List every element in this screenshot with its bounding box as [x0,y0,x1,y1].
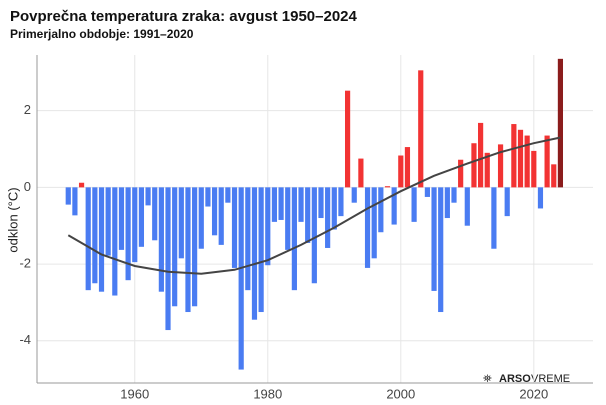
bar [537,187,544,209]
x-tick-label: 2020 [519,386,548,401]
bar [72,187,78,216]
bar [511,124,517,188]
y-axis-label: odklon (°C) [5,187,20,252]
chart-title: Povprečna temperatura zraka: avgust 1950… [10,8,358,25]
bar [211,187,218,236]
bar [351,187,357,203]
x-tick-label: 1960 [120,386,149,401]
bar [98,187,105,292]
bar [398,155,404,188]
bar [125,187,131,281]
bar [65,187,71,205]
y-tick-label: -4 [19,332,31,347]
bar [218,187,224,245]
bar [497,144,504,188]
bar [544,135,550,188]
bar [464,187,470,226]
bar [358,158,364,188]
watermark: ⛯ ARSO VREME [483,373,570,385]
bar [338,187,344,217]
bar [238,187,244,370]
y-tick-label: 2 [24,102,31,117]
bar [371,187,377,259]
bar [298,187,304,222]
bar [431,187,437,291]
bar [178,187,184,259]
bar [411,187,417,222]
bar [205,187,211,207]
bar [112,187,118,296]
chart-subtitle: Primerjalno obdobje: 1991–2020 [10,27,194,41]
bar [85,187,91,291]
bar [471,143,477,188]
bar [291,187,297,291]
bar [92,187,98,284]
bar [404,147,411,188]
bar [192,187,198,307]
bar [118,187,125,250]
bar [198,187,204,249]
bar [172,187,178,307]
bar [78,182,85,188]
bar [557,58,564,188]
watermark-text: VREME [531,373,570,385]
watermark-icon: ⛯ [483,373,492,385]
trend-line [67,136,561,275]
bar [132,187,138,263]
bar [325,187,331,248]
bar [158,187,164,292]
bar [145,187,151,206]
bar [444,187,450,219]
bar [265,187,271,266]
bar [285,187,291,250]
bar [245,187,251,291]
bar [531,150,537,188]
bar [185,187,191,313]
watermark-text: ARSO [499,373,531,385]
bar [491,187,497,249]
bar [424,187,430,197]
bar [551,164,557,188]
bar [305,187,311,243]
bar [418,70,424,188]
bar [258,187,264,313]
bar [504,187,510,217]
y-tick-label: -2 [19,256,31,271]
bar [384,186,391,188]
x-tick-label: 2000 [386,386,415,401]
bar [225,187,231,203]
bar [331,187,337,230]
bar [138,187,145,247]
x-tick-label: 1980 [253,386,282,401]
bar [271,187,278,222]
bar [165,187,171,331]
bar [318,187,324,219]
bar [378,187,384,233]
bar [451,187,457,203]
bar [524,135,530,188]
bar [278,187,284,220]
bar [231,187,238,268]
bar [311,187,317,284]
bar [478,122,484,188]
bar [484,152,490,188]
bar [344,90,351,188]
bar [251,187,258,320]
bar [391,187,397,225]
bar [458,159,464,188]
y-tick-label: 0 [24,179,31,194]
bar [152,187,158,241]
bar [438,187,444,313]
bar [517,129,524,188]
bar [364,187,371,268]
bar [105,187,111,256]
